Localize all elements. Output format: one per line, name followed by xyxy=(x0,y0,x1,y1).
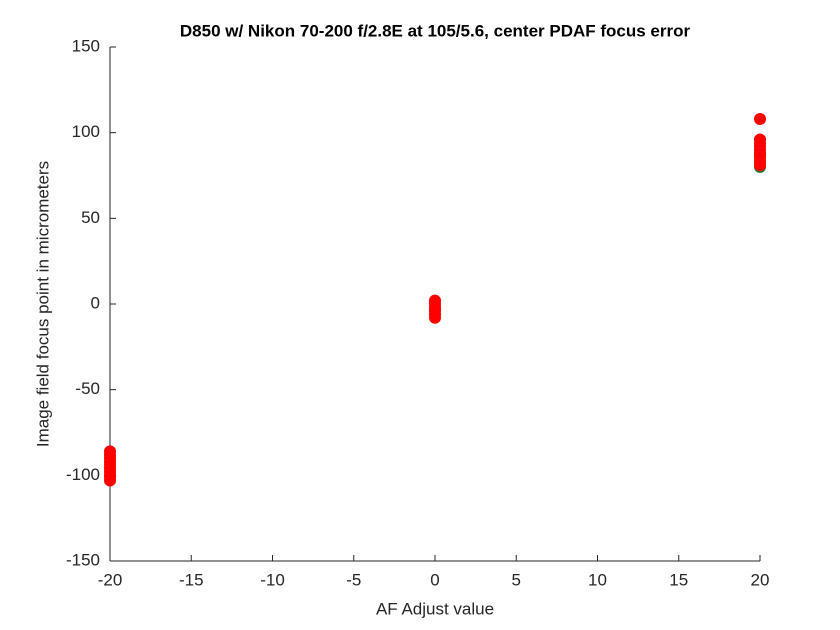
y-tick-label: 100 xyxy=(72,122,100,141)
scatter-point xyxy=(429,311,441,324)
x-tick-label: -5 xyxy=(346,570,361,589)
x-tick-label: 20 xyxy=(751,570,770,589)
y-tick-label: -150 xyxy=(66,550,100,569)
x-tick-label: 15 xyxy=(669,570,688,589)
scatter-point xyxy=(754,112,766,125)
scatter-point xyxy=(104,474,116,487)
x-tick-label: 5 xyxy=(512,570,521,589)
y-tick-label: -50 xyxy=(75,379,100,398)
y-tick-label: 150 xyxy=(72,36,100,55)
x-tick-label: 10 xyxy=(588,570,607,589)
y-tick-label: 50 xyxy=(81,208,100,227)
x-tick-label: -20 xyxy=(98,570,123,589)
x-axis-label: AF Adjust value xyxy=(376,599,494,618)
x-tick-label: -10 xyxy=(260,570,285,589)
y-tick-label: 0 xyxy=(91,293,100,312)
x-tick-label: 0 xyxy=(430,570,439,589)
x-tick-label: -15 xyxy=(179,570,204,589)
chart-title: D850 w/ Nikon 70-200 f/2.8E at 105/5.6, … xyxy=(180,21,691,40)
scatter-point xyxy=(754,159,766,172)
y-tick-label: -100 xyxy=(66,465,100,484)
y-axis-label: Image field focus point in micrometers xyxy=(33,161,52,447)
